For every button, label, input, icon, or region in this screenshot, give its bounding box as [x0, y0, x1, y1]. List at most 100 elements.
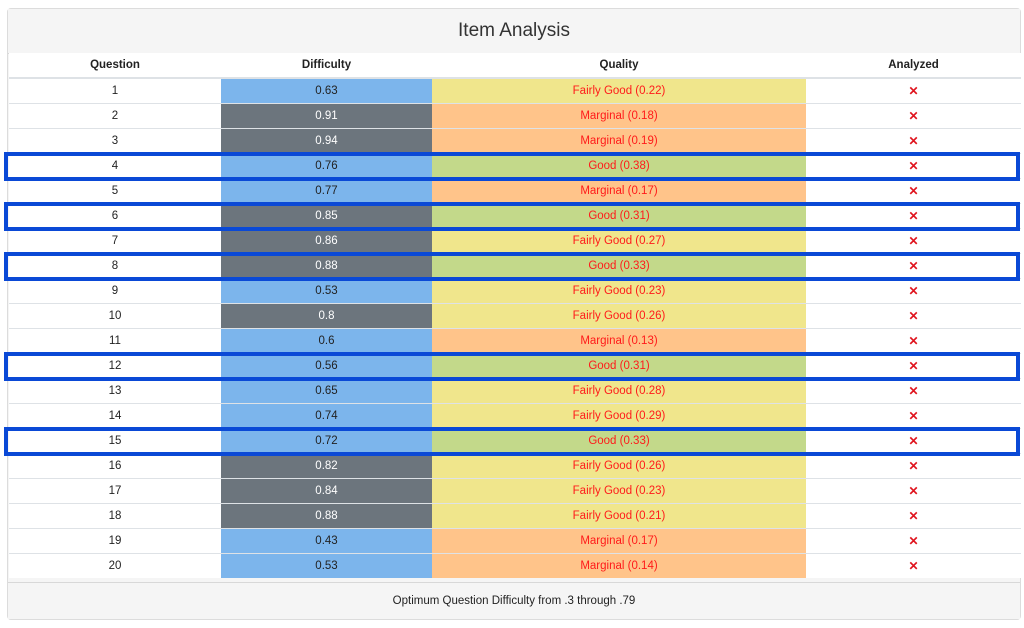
analyzed-x-icon[interactable]: ✕: [806, 503, 1021, 529]
question-cell: 2: [9, 103, 221, 129]
table-row[interactable]: 14 0.74 Fairly Good (0.29) ✕: [9, 403, 1021, 429]
difficulty-cell: 0.85: [221, 203, 432, 229]
question-cell: 10: [9, 303, 221, 329]
quality-cell: Good (0.31): [432, 203, 806, 229]
quality-cell: Marginal (0.13): [432, 328, 806, 354]
table-row[interactable]: 8 0.88 Good (0.33) ✕: [9, 253, 1021, 279]
table-row[interactable]: 20 0.53 Marginal (0.14) ✕: [9, 553, 1021, 578]
table-row[interactable]: 11 0.6 Marginal (0.13) ✕: [9, 328, 1021, 354]
question-cell: 3: [9, 128, 221, 154]
quality-cell: Marginal (0.18): [432, 103, 806, 129]
table-row[interactable]: 4 0.76 Good (0.38) ✕: [9, 153, 1021, 179]
analyzed-x-icon[interactable]: ✕: [806, 278, 1021, 304]
difficulty-cell: 0.72: [221, 428, 432, 454]
table-row[interactable]: 13 0.65 Fairly Good (0.28) ✕: [9, 378, 1021, 404]
difficulty-cell: 0.43: [221, 528, 432, 554]
difficulty-cell: 0.53: [221, 553, 432, 578]
table-row[interactable]: 9 0.53 Fairly Good (0.23) ✕: [9, 278, 1021, 304]
column-header-analyzed[interactable]: Analyzed: [806, 53, 1021, 79]
question-cell: 11: [9, 328, 221, 354]
analyzed-x-icon[interactable]: ✕: [806, 353, 1021, 379]
column-header-difficulty[interactable]: Difficulty: [221, 53, 432, 79]
table-row[interactable]: 19 0.43 Marginal (0.17) ✕: [9, 528, 1021, 554]
quality-cell: Fairly Good (0.26): [432, 303, 806, 329]
table-row[interactable]: 5 0.77 Marginal (0.17) ✕: [9, 178, 1021, 204]
quality-cell: Fairly Good (0.22): [432, 77, 806, 104]
analyzed-x-icon[interactable]: ✕: [806, 228, 1021, 254]
table-row[interactable]: 2 0.91 Marginal (0.18) ✕: [9, 103, 1021, 129]
quality-cell: Fairly Good (0.27): [432, 228, 806, 254]
difficulty-cell: 0.76: [221, 153, 432, 179]
quality-cell: Fairly Good (0.23): [432, 478, 806, 504]
analyzed-x-icon[interactable]: ✕: [806, 453, 1021, 479]
quality-cell: Marginal (0.17): [432, 178, 806, 204]
difficulty-cell: 0.77: [221, 178, 432, 204]
question-cell: 15: [9, 428, 221, 454]
question-cell: 19: [9, 528, 221, 554]
table-row[interactable]: 10 0.8 Fairly Good (0.26) ✕: [9, 303, 1021, 329]
quality-cell: Good (0.38): [432, 153, 806, 179]
difficulty-cell: 0.8: [221, 303, 432, 329]
analyzed-x-icon[interactable]: ✕: [806, 178, 1021, 204]
difficulty-cell: 0.84: [221, 478, 432, 504]
table-row[interactable]: 12 0.56 Good (0.31) ✕: [9, 353, 1021, 379]
quality-cell: Marginal (0.19): [432, 128, 806, 154]
table-row[interactable]: 6 0.85 Good (0.31) ✕: [9, 203, 1021, 229]
analyzed-x-icon[interactable]: ✕: [806, 203, 1021, 229]
difficulty-cell: 0.56: [221, 353, 432, 379]
difficulty-cell: 0.74: [221, 403, 432, 429]
column-header-quality[interactable]: Quality: [432, 53, 806, 79]
quality-cell: Marginal (0.17): [432, 528, 806, 554]
footer-note: Optimum Question Difficulty from .3 thro…: [8, 582, 1020, 619]
table-row[interactable]: 17 0.84 Fairly Good (0.23) ✕: [9, 478, 1021, 504]
table-header-row: Question Difficulty Quality Analyzed: [9, 53, 1021, 79]
table-body: 1 0.63 Fairly Good (0.22) ✕ 2 0.91 Marginal (0…: [9, 77, 1021, 578]
question-cell: 14: [9, 403, 221, 429]
question-cell: 9: [9, 278, 221, 304]
analyzed-x-icon[interactable]: ✕: [806, 328, 1021, 354]
quality-cell: Fairly Good (0.29): [432, 403, 806, 429]
question-cell: 16: [9, 453, 221, 479]
difficulty-cell: 0.82: [221, 453, 432, 479]
analyzed-x-icon[interactable]: ✕: [806, 378, 1021, 404]
quality-cell: Good (0.33): [432, 253, 806, 279]
question-cell: 5: [9, 178, 221, 204]
question-cell: 17: [9, 478, 221, 504]
question-cell: 18: [9, 503, 221, 529]
quality-cell: Fairly Good (0.21): [432, 503, 806, 529]
table-row[interactable]: 7 0.86 Fairly Good (0.27) ✕: [9, 228, 1021, 254]
item-analysis-table: Question Difficulty Quality Analyzed 1 0.…: [9, 53, 1021, 578]
analyzed-x-icon[interactable]: ✕: [806, 103, 1021, 129]
question-cell: 13: [9, 378, 221, 404]
table-row[interactable]: 15 0.72 Good (0.33) ✕: [9, 428, 1021, 454]
quality-cell: Good (0.31): [432, 353, 806, 379]
analyzed-x-icon[interactable]: ✕: [806, 403, 1021, 429]
item-analysis-panel: Item Analysis Question Difficulty Qualit…: [7, 8, 1021, 620]
question-cell: 6: [9, 203, 221, 229]
analyzed-x-icon[interactable]: ✕: [806, 153, 1021, 179]
table-row[interactable]: 1 0.63 Fairly Good (0.22) ✕: [9, 77, 1021, 104]
table-row[interactable]: 18 0.88 Fairly Good (0.21) ✕: [9, 503, 1021, 529]
analyzed-x-icon[interactable]: ✕: [806, 528, 1021, 554]
analyzed-x-icon[interactable]: ✕: [806, 253, 1021, 279]
analyzed-x-icon[interactable]: ✕: [806, 553, 1021, 578]
table-row[interactable]: 3 0.94 Marginal (0.19) ✕: [9, 128, 1021, 154]
quality-cell: Fairly Good (0.26): [432, 453, 806, 479]
difficulty-cell: 0.94: [221, 128, 432, 154]
question-cell: 12: [9, 353, 221, 379]
difficulty-cell: 0.91: [221, 103, 432, 129]
question-cell: 20: [9, 553, 221, 578]
quality-cell: Fairly Good (0.23): [432, 278, 806, 304]
analyzed-x-icon[interactable]: ✕: [806, 478, 1021, 504]
analyzed-x-icon[interactable]: ✕: [806, 128, 1021, 154]
analyzed-x-icon[interactable]: ✕: [806, 303, 1021, 329]
question-cell: 8: [9, 253, 221, 279]
difficulty-cell: 0.88: [221, 253, 432, 279]
table-row[interactable]: 16 0.82 Fairly Good (0.26) ✕: [9, 453, 1021, 479]
column-header-question[interactable]: Question: [9, 53, 221, 79]
analyzed-x-icon[interactable]: ✕: [806, 428, 1021, 454]
difficulty-cell: 0.88: [221, 503, 432, 529]
difficulty-cell: 0.65: [221, 378, 432, 404]
analyzed-x-icon[interactable]: ✕: [806, 77, 1021, 104]
difficulty-cell: 0.53: [221, 278, 432, 304]
